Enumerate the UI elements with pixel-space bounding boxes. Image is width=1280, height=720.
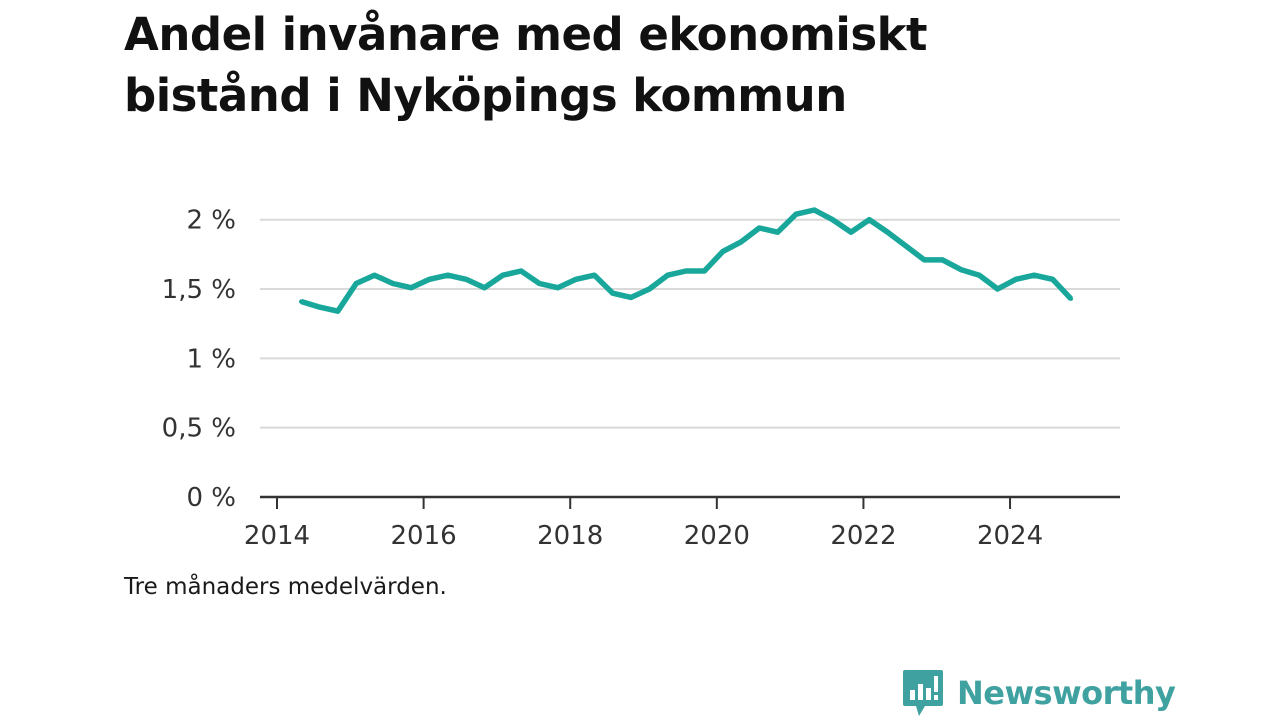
x-tick-label: 2020 <box>684 521 750 551</box>
data-point <box>903 243 909 249</box>
data-point <box>555 285 560 290</box>
data-point <box>482 285 487 290</box>
data-point <box>995 286 1000 292</box>
y-tick-label: 0,5 % <box>162 414 236 444</box>
data-point <box>1050 277 1055 282</box>
chart-note: Tre månaders medelvärden. <box>124 574 447 600</box>
series-line <box>300 207 1073 314</box>
x-tick-label: 2018 <box>537 521 603 551</box>
data-point <box>757 225 762 231</box>
data-point <box>958 267 964 272</box>
y-axis-labels: 0 % 0,5 % 1 % 1,5 % 2 % <box>162 206 236 513</box>
x-tick-label: 2014 <box>244 521 310 551</box>
data-point <box>317 304 322 310</box>
data-point <box>665 272 670 278</box>
y-tick-label: 0 % <box>186 483 236 513</box>
data-point <box>518 268 524 274</box>
data-point <box>940 257 945 263</box>
data-point <box>500 272 505 278</box>
data-point <box>830 217 835 222</box>
y-tick-label: 1 % <box>186 344 236 374</box>
x-axis <box>260 495 1120 509</box>
data-point <box>977 272 982 278</box>
data-point <box>335 309 341 314</box>
data-point <box>1068 296 1074 301</box>
data-point <box>738 239 744 245</box>
newsworthy-logo[interactable]: Newsworthy <box>903 670 1176 716</box>
y-tick-label: 1,5 % <box>162 275 236 305</box>
x-tick-label: 2016 <box>391 521 457 551</box>
x-tick-label: 2024 <box>977 521 1043 551</box>
data-point <box>408 285 414 290</box>
data-point <box>702 268 707 274</box>
data-point <box>592 272 597 278</box>
data-point <box>922 257 927 263</box>
y-tick-label: 2 % <box>186 206 236 236</box>
bar-chart-speech-bubble-icon <box>903 670 943 716</box>
chart-title: Andel invånare med ekonomiskt bistånd i … <box>124 8 928 122</box>
data-point <box>298 299 304 304</box>
series-layer <box>298 207 1074 314</box>
data-point <box>463 277 469 282</box>
data-point <box>720 249 725 254</box>
data-point <box>683 268 689 274</box>
data-point <box>812 207 817 213</box>
data-point <box>793 211 799 217</box>
data-point <box>1013 277 1019 282</box>
data-point <box>372 272 377 278</box>
gridlines <box>260 218 1120 429</box>
data-point <box>610 291 615 296</box>
data-point <box>867 217 872 222</box>
data-point <box>445 272 450 278</box>
data-point <box>647 286 652 292</box>
data-point <box>537 281 542 286</box>
brand-name: Newsworthy <box>957 674 1176 712</box>
data-point <box>390 281 396 286</box>
data-point <box>353 281 359 286</box>
data-point <box>628 295 634 300</box>
x-tick-label: 2022 <box>830 521 896 551</box>
data-point <box>1032 272 1037 278</box>
data-point <box>427 277 432 282</box>
data-point <box>848 230 854 235</box>
data-point <box>885 230 890 235</box>
data-point <box>573 277 579 282</box>
x-axis-labels: 2014 2016 2018 2020 2022 2024 <box>244 521 1043 551</box>
data-point <box>775 230 780 235</box>
